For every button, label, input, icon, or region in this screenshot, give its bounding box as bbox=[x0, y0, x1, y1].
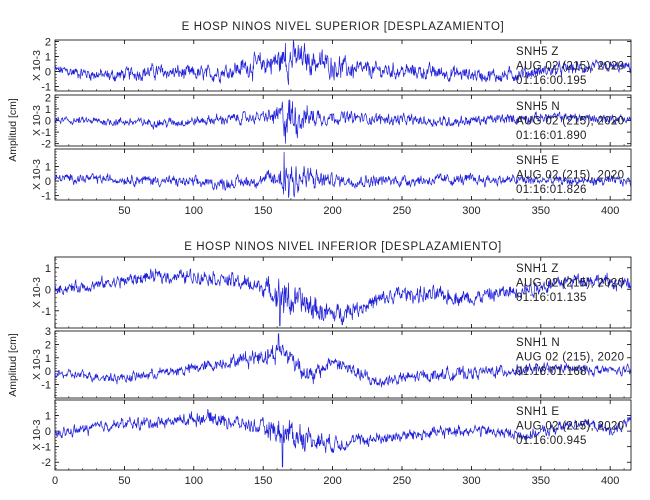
y-tick-label: -1 bbox=[41, 380, 51, 392]
y-tick-label: 1 bbox=[45, 263, 51, 275]
trace-info-line: AUG 02 (215), 2020 bbox=[516, 61, 624, 73]
chart-title: E HOSP NINOS NIVEL INFERIOR [DESPLAZAMIE… bbox=[184, 241, 502, 253]
trace-info-line: 01:16:01.890 bbox=[516, 130, 587, 142]
panel-frame bbox=[54, 330, 632, 399]
y-tick-label: -2 bbox=[41, 457, 51, 469]
y-tick-label: 1 bbox=[45, 52, 51, 64]
trace-info-line: AUG 02 (215), 2020 bbox=[516, 170, 624, 182]
x-tick-label: 50 bbox=[118, 475, 130, 487]
x-tick-label: 400 bbox=[601, 205, 619, 217]
scale-label: X 10-3 bbox=[31, 50, 43, 81]
x-tick-label: 300 bbox=[462, 205, 480, 217]
trace-panel-1-1: -1 0 1 2X 10-3 SNH5 Z AUG 02 (215), 2020 01:16… bbox=[31, 37, 632, 94]
y-tick-label: 3 bbox=[45, 326, 51, 338]
y-tick-label: 0 bbox=[45, 176, 51, 188]
trace-info-line: 01:16:01.135 bbox=[516, 292, 587, 304]
trace-info-line: AUG 02 (215), 2020 bbox=[516, 421, 624, 433]
waveform-trace bbox=[54, 40, 632, 86]
y-tick-label: 0 bbox=[45, 284, 51, 296]
trace-panel-2-3: -2 -1 0 1X 10-3 SNH1 E AUG 02 (215), 2020 01:1… bbox=[31, 399, 632, 471]
scale-label: X 10-3 bbox=[31, 105, 43, 136]
chart-group-2: E HOSP NINOS NIVEL INFERIOR [DESPLAZAMIE… bbox=[7, 241, 632, 487]
x-tick-label: 400 bbox=[601, 475, 619, 487]
y-tick-label: 1 bbox=[45, 411, 51, 423]
waveform-trace bbox=[54, 99, 632, 144]
trace-panel-2-1: -1 0 1X 10-3 SNH1 Z AUG 02 (215), 2020 01:16:… bbox=[31, 256, 632, 329]
waveform-trace bbox=[54, 268, 632, 327]
y-tick-label: 0 bbox=[45, 116, 51, 128]
panel-frame bbox=[54, 399, 632, 471]
trace-info-line: SNH1 N bbox=[516, 337, 560, 349]
y-axis-label: Amplitud [cm] bbox=[7, 98, 19, 162]
trace-info-line: AUG 02 (215), 2020 bbox=[516, 278, 624, 290]
x-tick-label: 150 bbox=[254, 475, 272, 487]
trace-info-line: SNH5 E bbox=[516, 155, 559, 167]
x-tick-label: 0 bbox=[52, 475, 58, 487]
y-tick-label: 2 bbox=[45, 37, 51, 49]
x-tick-label: 350 bbox=[532, 475, 550, 487]
x-tick-label: 150 bbox=[254, 205, 272, 217]
trace-info-line: SNH1 E bbox=[516, 406, 559, 418]
trace-panel-2-2: -1 01 23X 10-3 SNH1 N AUG 02 (215), 2020 01:1… bbox=[31, 326, 632, 399]
trace-info-line: SNH5 N bbox=[516, 101, 560, 113]
y-axis-label: Amplitud [cm] bbox=[7, 333, 19, 397]
x-tick-label: 350 bbox=[532, 205, 550, 217]
scale-label: X 10-3 bbox=[31, 349, 43, 380]
y-tick-label: 1 bbox=[45, 104, 51, 116]
y-tick-label: 0 bbox=[45, 426, 51, 438]
trace-panel-1-3: -1 0 1X 10-3 SNH5 E AUG 02 (215), 2020 01:16:… bbox=[31, 148, 632, 203]
x-tick-label: 300 bbox=[462, 475, 480, 487]
trace-info-line: SNH5 Z bbox=[516, 46, 559, 58]
y-tick-label: 2 bbox=[45, 92, 51, 104]
trace-info-line: AUG 02 (215), 2020 bbox=[516, 116, 624, 128]
y-tick-label: 2 bbox=[45, 339, 51, 351]
y-tick-label: -1 bbox=[41, 82, 51, 94]
y-tick-label: -2 bbox=[41, 139, 51, 151]
chart-title: E HOSP NINOS NIVEL SUPERIOR [DESPLAZAMIE… bbox=[182, 21, 505, 33]
y-tick-label: 0 bbox=[45, 67, 51, 79]
y-tick-label: 0 bbox=[45, 366, 51, 378]
scale-label: X 10-3 bbox=[31, 159, 43, 190]
waveform-trace bbox=[54, 151, 632, 198]
panel-frame bbox=[54, 256, 632, 329]
x-tick-label: 200 bbox=[323, 205, 341, 217]
scale-label: X 10-3 bbox=[31, 419, 43, 450]
waveform-trace bbox=[54, 333, 632, 388]
y-tick-label: -1 bbox=[41, 191, 51, 203]
x-tick-label: 100 bbox=[185, 475, 203, 487]
scale-label: X 10-3 bbox=[31, 277, 43, 308]
trace-info-line: AUG 02 (215), 2020 bbox=[516, 352, 624, 364]
x-tick-label: 250 bbox=[393, 475, 411, 487]
x-tick-label: 50 bbox=[118, 205, 130, 217]
y-tick-label: -1 bbox=[41, 306, 51, 318]
trace-info-line: 01:16:00.945 bbox=[516, 435, 587, 447]
x-tick-label: 250 bbox=[393, 205, 411, 217]
x-tick-label: 100 bbox=[185, 205, 203, 217]
chart-group-1: E HOSP NINOS NIVEL SUPERIOR [DESPLAZAMIE… bbox=[7, 21, 632, 217]
y-tick-label: 1 bbox=[45, 161, 51, 173]
trace-info-line: 01:16:00.195 bbox=[516, 75, 587, 87]
waveform-trace bbox=[54, 408, 632, 468]
trace-info-line: SNH1 Z bbox=[516, 263, 559, 275]
x-tick-label: 200 bbox=[323, 475, 341, 487]
y-tick-label: -1 bbox=[41, 442, 51, 454]
panel-frame bbox=[54, 148, 632, 201]
y-tick-label: 1 bbox=[45, 353, 51, 365]
y-tick-label: -1 bbox=[41, 127, 51, 139]
trace-info-line: 01:16:01.168 bbox=[516, 366, 587, 378]
trace-info-line: 01:16:01.826 bbox=[516, 184, 587, 196]
